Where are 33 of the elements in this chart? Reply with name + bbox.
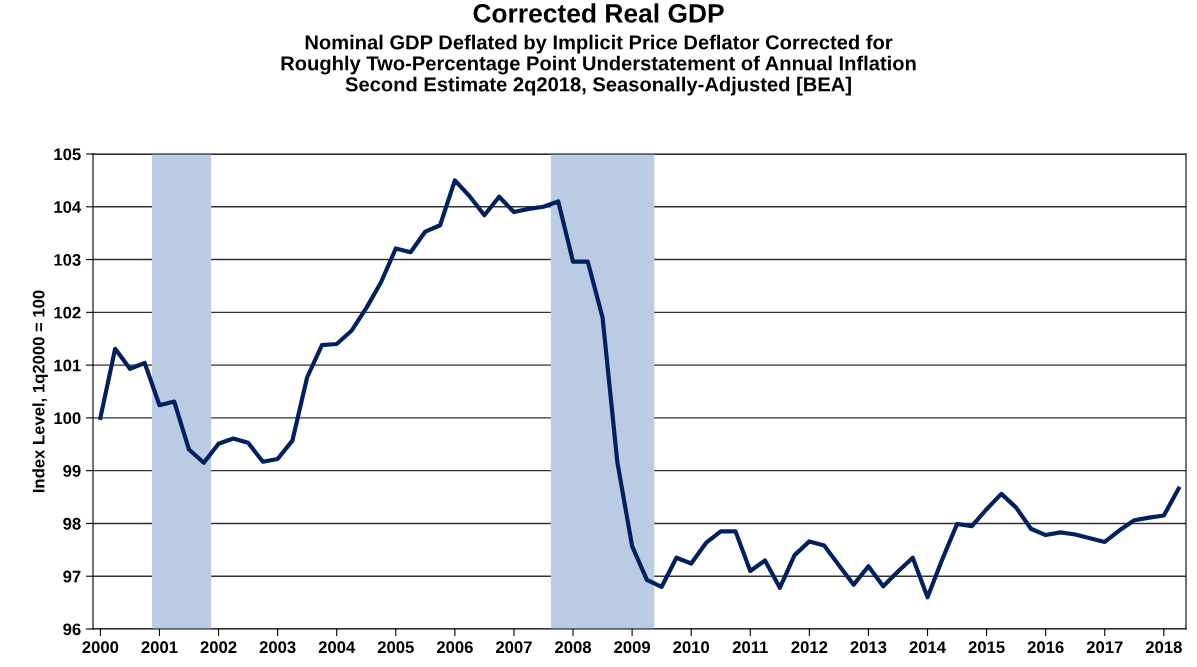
y-tick-label: 101 [54,359,81,372]
x-tick-label: 2003 [259,641,296,654]
x-tick-label: 2002 [200,641,237,654]
x-tick-label: 2008 [555,641,592,654]
x-tick-label: 2006 [436,641,473,654]
x-tick-label: 2010 [673,641,710,654]
x-tick-label: 2018 [1145,641,1182,654]
y-tick-label: 98 [63,517,81,530]
y-tick-label: 99 [63,465,81,477]
y-tick-label: 105 [54,148,81,161]
chart-subtitle: Nominal GDP Deflated by Implicit Price Deflator Corrected for Roughly Two-Percentage Point Understatement of Annual Inflation Second Estimate 2q2018, Seasonally-Adjusted [BEA] [281,34,916,96]
x-tick-label: 2016 [1027,641,1064,654]
x-tick-label: 2009 [614,641,651,654]
x-tick-label: 2007 [495,641,532,654]
x-tick-label: 2013 [850,641,887,654]
y-tick-label: 102 [54,306,81,319]
x-tick-label: 2012 [791,641,828,654]
y-axis-title: Index Level, 1q2000 = 100 [32,290,48,493]
x-tick-label: 2014 [909,641,946,654]
y-tick-label: 100 [54,412,81,425]
x-tick-label: 2004 [318,641,356,654]
y-tick-label: 97 [63,570,81,583]
x-tick-label: 2001 [141,641,178,654]
x-tick-label: 2005 [377,641,414,654]
x-tick-label: 2015 [968,641,1005,654]
y-tick-label: 96 [63,623,81,636]
x-tick-label: 2011 [732,641,768,654]
x-tick-label: 2000 [82,641,119,654]
chart-title: Corrected Real GDP [473,3,724,23]
y-tick-label: 103 [54,253,81,266]
line-series [98,178,1181,600]
y-tick-label: 104 [54,201,82,213]
x-tick-label: 2017 [1086,641,1123,654]
